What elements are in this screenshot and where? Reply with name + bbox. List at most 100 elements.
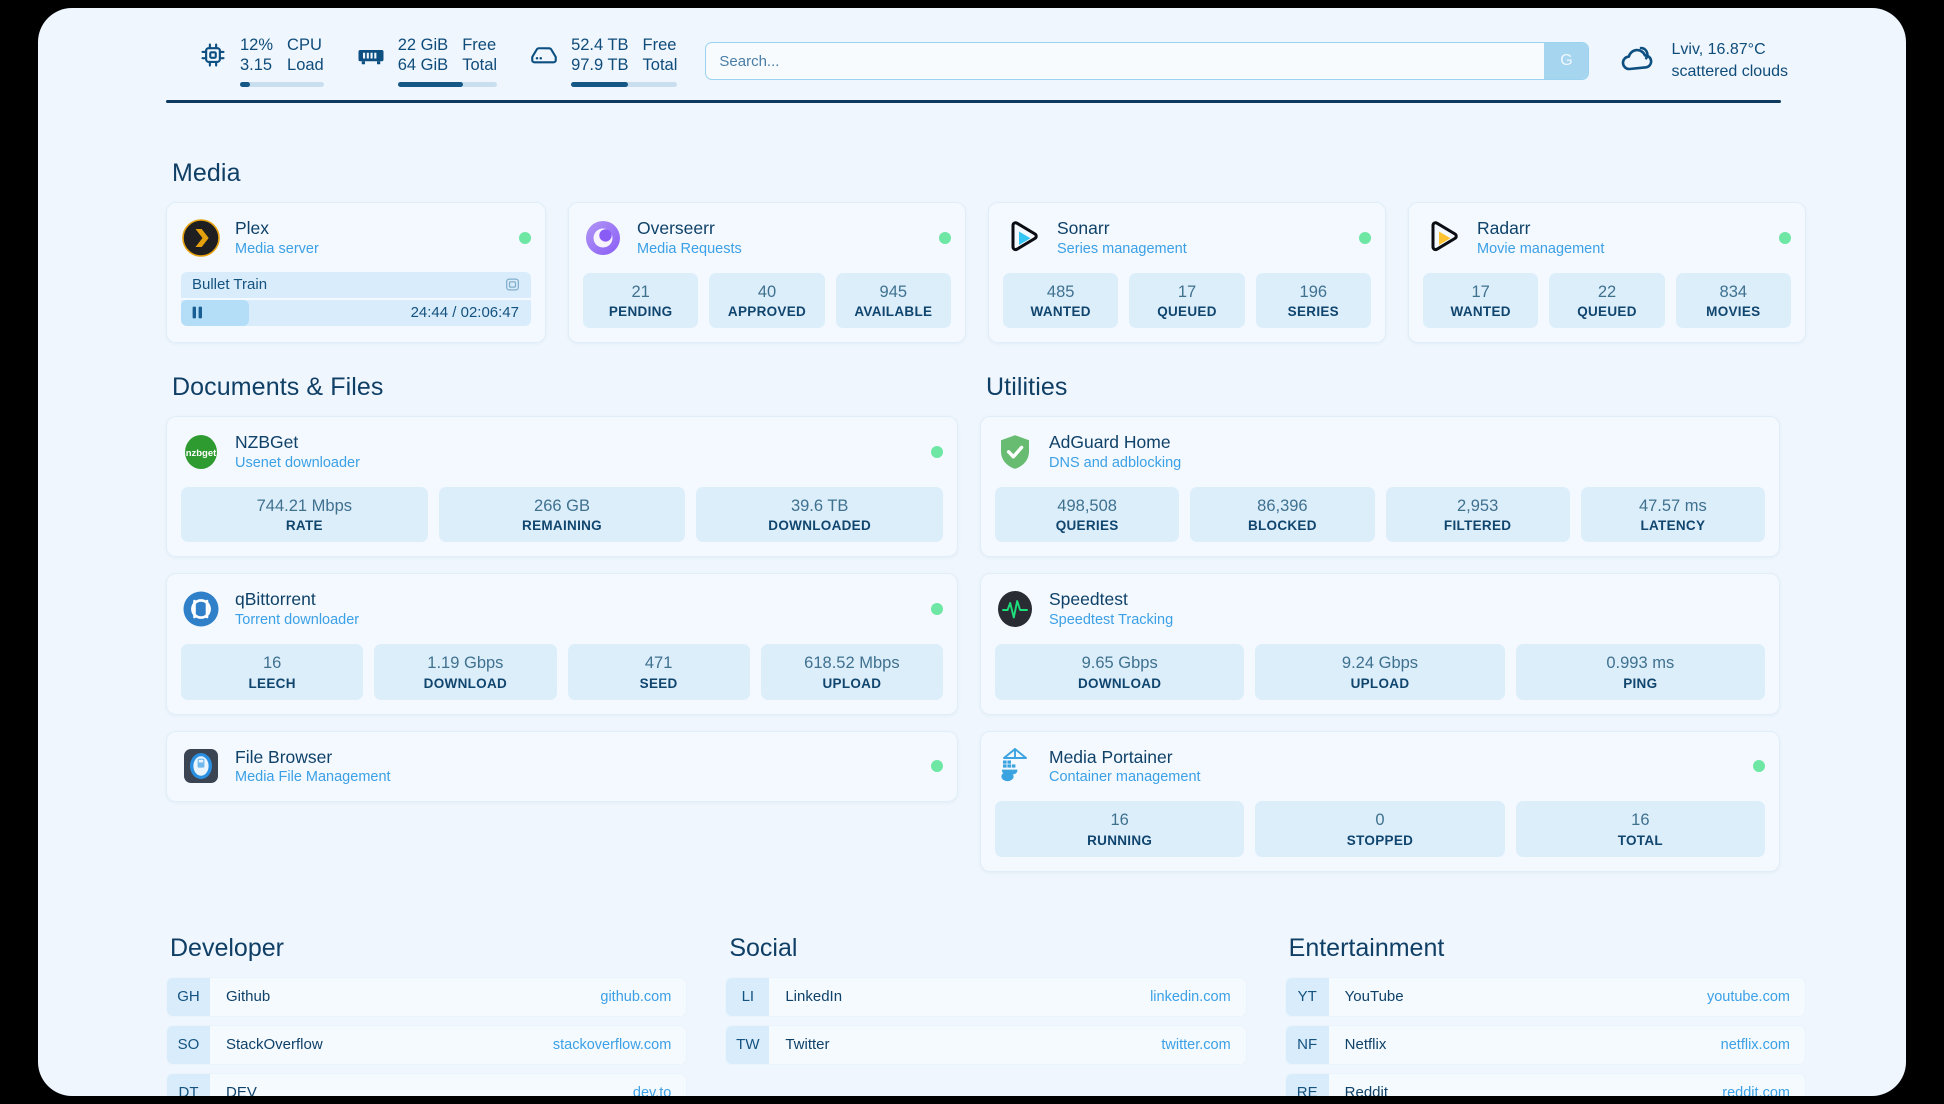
stat-tile[interactable]: 16 RUNNING [995, 801, 1245, 857]
stat-tile[interactable]: 196 SERIES [1255, 272, 1371, 329]
bookmark-item[interactable]: LI LinkedIn linkedin.com [725, 976, 1247, 1017]
stat-tile[interactable]: 86,396 BLOCKED [1190, 486, 1375, 543]
search-submit-button[interactable]: G [1544, 43, 1589, 79]
stat-tile[interactable]: 834 MOVIES [1675, 272, 1791, 329]
plex-player: Bullet Train 24:44 / 02:06:47 [181, 271, 531, 326]
app-card-plex[interactable]: Plex Media server Bullet Train 24:44 / 02:0… [166, 202, 546, 344]
app-card-media-portainer[interactable]: Media Portainer Container management 16 RUN… [980, 730, 1780, 872]
bookmark-item[interactable]: NF Netflix netflix.com [1284, 1024, 1806, 1065]
playback-time: 24:44 / 02:06:47 [410, 304, 519, 322]
stat-tile[interactable]: 744.21 Mbps RATE [181, 486, 428, 543]
playback-progress[interactable]: 24:44 / 02:06:47 [181, 299, 531, 326]
qbittorrent-logo-icon [181, 589, 221, 629]
tile-label: SEED [639, 675, 678, 691]
bookmark-item[interactable]: DT DEV dev.to [166, 1072, 688, 1096]
stat-tile[interactable]: 485 WANTED [1003, 272, 1119, 329]
bookmark-abbr: DT [167, 1073, 210, 1096]
app-card-filebrowser[interactable]: File Browser Media File Management [166, 730, 958, 803]
card-header[interactable]: qBittorrent Torrent downloader [181, 588, 943, 630]
app-card-overseerr[interactable]: Overseerr Media Requests 21 PENDING 40 APPROV… [568, 202, 966, 344]
bookmark-group-title: Developer [170, 933, 284, 962]
status-indicator-online [931, 446, 943, 459]
card-header[interactable]: Plex Media server [181, 217, 531, 259]
card-header[interactable]: AdGuard Home DNS and adblocking [995, 431, 1765, 473]
status-indicator-online [519, 231, 531, 244]
card-header[interactable]: Speedtest Speedtest Tracking [995, 588, 1765, 630]
bookmark-abbr: GH [167, 977, 210, 1016]
app-card-nzbget[interactable]: nzbget NZBGet Usenet downloader 744.21 Mbps… [166, 416, 958, 558]
tile-value: 744.21 Mbps [256, 496, 353, 515]
tile-value: 485 [1046, 282, 1075, 301]
tile-label: RATE [285, 518, 323, 534]
tile-label: MOVIES [1706, 304, 1761, 320]
section-title-documents: Documents & Files [172, 373, 384, 402]
cloud-icon [1617, 43, 1657, 80]
stat-tile[interactable]: 47.57 ms LATENCY [1580, 486, 1765, 543]
bookmark-url: reddit.com [1722, 1084, 1790, 1096]
status-indicator-online [939, 231, 951, 244]
stat-tile[interactable]: 17 QUEUED [1129, 272, 1245, 329]
status-indicator-online [1753, 760, 1765, 773]
app-card-speedtest[interactable]: Speedtest Speedtest Tracking 9.65 Gbps DOWN… [980, 573, 1780, 715]
app-title: Radarr [1477, 218, 1531, 238]
app-subtitle: Movie management [1477, 240, 1605, 257]
bookmark-item[interactable]: TW Twitter twitter.com [725, 1024, 1247, 1065]
tile-label: APPROVED [727, 304, 807, 320]
stat-tile[interactable]: 22 QUEUED [1549, 272, 1665, 329]
card-header[interactable]: Radarr Movie management [1423, 217, 1791, 259]
stat-tile[interactable]: 2,953 FILTERED [1385, 486, 1570, 543]
bookmark-url: twitter.com [1161, 1036, 1231, 1053]
now-playing-title: Bullet Train [181, 271, 531, 298]
stat-tile[interactable]: 0 STOPPED [1255, 801, 1505, 857]
stat-tiles: 17 WANTED 22 QUEUED 834 MOVIES [1423, 272, 1791, 329]
stat-tile[interactable]: 945 AVAILABLE [835, 272, 951, 329]
tile-value: 21 [631, 282, 650, 301]
cast-icon[interactable] [505, 277, 520, 292]
stat-tile[interactable]: 21 PENDING [583, 272, 699, 329]
stat-tile[interactable]: 471 SEED [567, 644, 750, 700]
stat-tile[interactable]: 16 TOTAL [1515, 801, 1765, 857]
tile-value: 40 [757, 282, 777, 301]
stat-tile[interactable]: 17 WANTED [1423, 272, 1539, 329]
card-header[interactable]: File Browser Media File Management [181, 746, 943, 788]
stat-tile[interactable]: 16 LEECH [181, 644, 364, 700]
cpu-icon [196, 35, 230, 75]
stat-tile[interactable]: 618.52 Mbps UPLOAD [760, 644, 943, 700]
bookmark-group-entertainment: Entertainment YT YouTube youtube.com NF Netfl… [1284, 933, 1806, 1096]
weather-location-temp: Lviv, 16.87°C [1671, 41, 1766, 59]
card-header[interactable]: Sonarr Series management [1003, 217, 1371, 259]
app-title: Plex [235, 218, 270, 238]
app-card-radarr[interactable]: Radarr Movie management 17 WANTED 22 QUEUED 83… [1408, 202, 1806, 344]
app-card-sonarr[interactable]: Sonarr Series management 485 WANTED 17 QUEUED… [988, 202, 1386, 344]
tile-value: 196 [1299, 282, 1328, 301]
stat-tile[interactable]: 40 APPROVED [709, 272, 825, 329]
app-card-qbittorrent[interactable]: qBittorrent Torrent downloader 16 LEECH 1.19… [166, 573, 958, 715]
card-header[interactable]: Media Portainer Container management [995, 746, 1765, 788]
card-header[interactable]: nzbget NZBGet Usenet downloader [181, 431, 943, 473]
stat-tiles: 21 PENDING 40 APPROVED 945 AVAILABLE [583, 272, 951, 329]
stat-tile[interactable]: 0.993 ms PING [1515, 644, 1765, 700]
app-subtitle: Torrent downloader [235, 612, 360, 629]
app-card-adguard-home[interactable]: AdGuard Home DNS and adblocking 498,508 QUE… [980, 416, 1780, 558]
stat-tiles: 9.65 Gbps DOWNLOAD 9.24 Gbps UPLOAD 0.993 ms… [995, 644, 1765, 700]
tile-value: 17 [1471, 282, 1490, 301]
bookmark-item[interactable]: SO StackOverflow stackoverflow.com [166, 1024, 688, 1065]
bookmark-url: github.com [600, 988, 672, 1005]
tile-value: 471 [644, 654, 673, 673]
search-input[interactable] [706, 43, 1545, 79]
stat-tile[interactable]: 39.6 TB DOWNLOADED [696, 486, 944, 543]
card-header[interactable]: Overseerr Media Requests [583, 217, 951, 259]
system-stats: 12% 3.15 CPU Load 22 GiB 64 GiB Free Total 52.4 … [166, 35, 678, 88]
stat-tile[interactable]: 9.65 Gbps DOWNLOAD [995, 644, 1245, 700]
bookmark-item[interactable]: RE Reddit reddit.com [1284, 1072, 1806, 1096]
search-box[interactable]: G [705, 42, 1590, 80]
bookmark-group-title: Entertainment [1288, 933, 1445, 962]
dashboard-page: 12% 3.15 CPU Load 22 GiB 64 GiB Free Total 52.4 … [38, 8, 1906, 1096]
bookmark-name: YouTube [1344, 988, 1404, 1006]
stat-tile[interactable]: 9.24 Gbps UPLOAD [1255, 644, 1505, 700]
stat-tile[interactable]: 266 GB REMAINING [438, 486, 686, 543]
bookmark-item[interactable]: GH Github github.com [166, 976, 688, 1017]
stat-tile[interactable]: 498,508 QUERIES [995, 486, 1180, 543]
bookmark-item[interactable]: YT YouTube youtube.com [1284, 976, 1806, 1017]
stat-tile[interactable]: 1.19 Gbps DOWNLOAD [374, 644, 557, 700]
